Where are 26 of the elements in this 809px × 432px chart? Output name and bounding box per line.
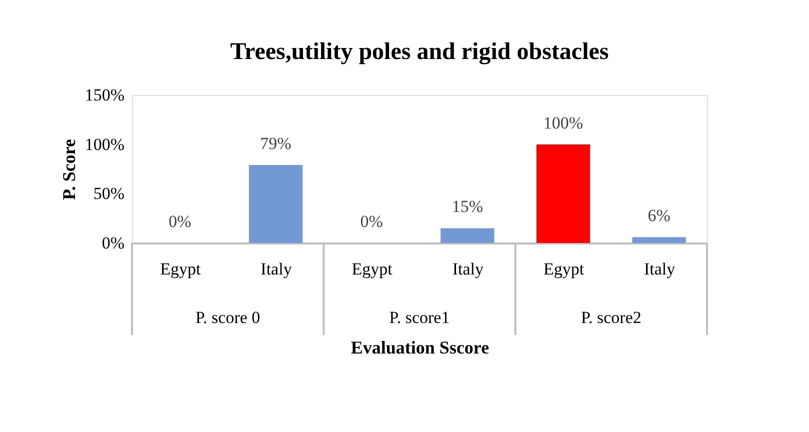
y-tick-label: 150% — [84, 86, 124, 104]
data-label: 79% — [260, 134, 292, 154]
chart-title: Trees,utility poles and rigid obstacles — [230, 39, 609, 65]
y-tick-label: 50% — [93, 184, 124, 204]
y-axis-title: P. Score — [58, 138, 79, 200]
data-label: 100% — [543, 113, 584, 132]
x-tick-label: Egypt — [543, 260, 584, 278]
x-tick-label: Italy — [644, 260, 676, 278]
x-tick-label: Egypt — [160, 260, 201, 278]
text: P. score 0 — [195, 308, 260, 327]
text: P. score2 — [580, 308, 642, 327]
data-label: 15% — [452, 197, 484, 216]
x-axis-title: Evaluation Sscore — [350, 338, 490, 358]
bar — [440, 228, 494, 243]
x-tick-label: Italy — [260, 260, 292, 278]
text: P. score1 — [389, 308, 450, 327]
data-label: 0% — [360, 212, 383, 231]
data-label: 0% — [168, 212, 192, 231]
y-tick-label: 100% — [84, 134, 124, 154]
y-tick-label: 0% — [102, 234, 124, 252]
x-tick-label: Italy — [452, 260, 484, 278]
bar — [632, 237, 686, 243]
x-tick-label: Egypt — [352, 260, 393, 278]
bar — [248, 165, 303, 243]
bar — [536, 144, 590, 243]
data-label: 6% — [648, 206, 670, 226]
